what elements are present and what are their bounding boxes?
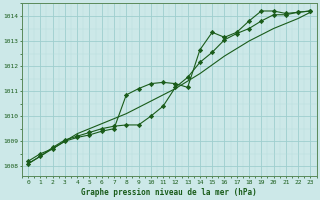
- X-axis label: Graphe pression niveau de la mer (hPa): Graphe pression niveau de la mer (hPa): [81, 188, 257, 197]
